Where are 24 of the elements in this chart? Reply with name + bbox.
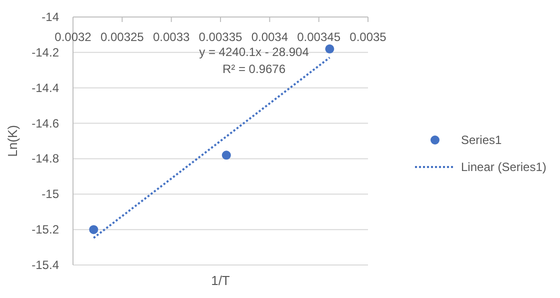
point bbox=[325, 44, 334, 54]
legend-label: Series1 bbox=[461, 133, 502, 147]
y-tick-label: -14.4 bbox=[32, 80, 60, 95]
y-tick-label: -14.8 bbox=[32, 152, 60, 166]
y-tick-label: -15 bbox=[42, 187, 60, 202]
x-tick-label: 0.0032 bbox=[54, 30, 92, 44]
point bbox=[89, 225, 98, 234]
y-tick-label: -14.2 bbox=[32, 45, 60, 60]
y-tick-label: -15.2 bbox=[32, 222, 60, 237]
y-tick-label: -14.6 bbox=[32, 116, 60, 130]
x-tick-label: 0.0035 bbox=[350, 30, 387, 44]
x-tick-label: 0.00335 bbox=[198, 30, 243, 44]
x-tick-label: 0.0034 bbox=[251, 30, 288, 44]
x-tick-label: 0.00345 bbox=[297, 30, 341, 44]
point bbox=[222, 150, 231, 160]
annotation: y = 4240.1x - 28.904 bbox=[199, 45, 310, 59]
annotation: R² = 0.9676 bbox=[222, 62, 286, 76]
x-tick-label: 0.00325 bbox=[100, 30, 144, 44]
y-tick-label: -14 bbox=[42, 10, 60, 24]
x-tick-label: 0.0033 bbox=[152, 30, 190, 44]
y-tick-label: -15.4 bbox=[32, 258, 60, 272]
y-axis-title: Ln(K) bbox=[5, 125, 20, 157]
x-axis-title: 1/T bbox=[211, 273, 230, 288]
legend-label: Linear (Series1) bbox=[461, 160, 546, 174]
